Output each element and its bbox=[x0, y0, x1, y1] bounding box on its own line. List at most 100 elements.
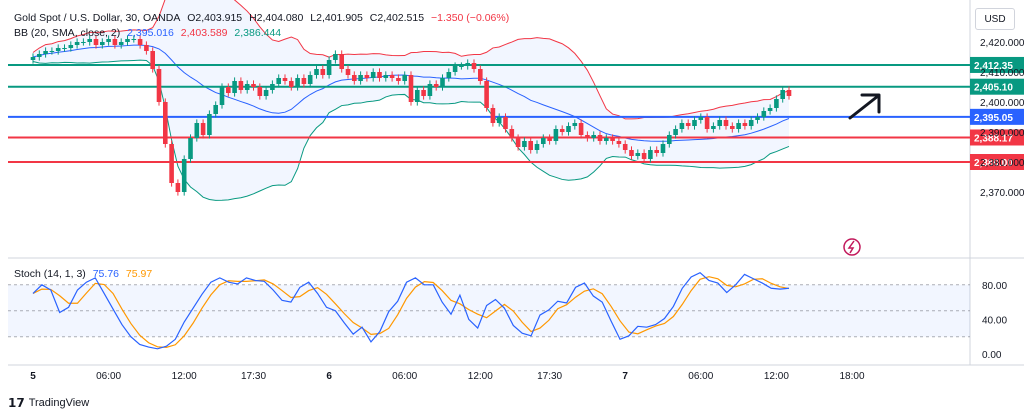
candlestick-series bbox=[30, 35, 792, 196]
candle-body-17 bbox=[137, 39, 143, 45]
stoch-d-value: 75.97 bbox=[125, 268, 153, 280]
currency-button[interactable]: USD bbox=[975, 8, 1015, 30]
candle-body-43 bbox=[301, 78, 307, 84]
ohlc-open: O2,403.915 bbox=[187, 12, 243, 24]
stochastic-oscillator bbox=[8, 271, 970, 350]
candle-body-114 bbox=[748, 120, 754, 126]
time-tick-label-9: 06:00 bbox=[688, 371, 713, 382]
candle-body-55 bbox=[377, 72, 382, 78]
trend-arrow-icon bbox=[848, 93, 881, 120]
stoch-k-line bbox=[32, 271, 790, 350]
level-label-2: 2,395.05 bbox=[974, 113, 1013, 124]
candle-body-53 bbox=[364, 75, 370, 78]
candle-body-38 bbox=[270, 84, 275, 90]
price-tick-label-5: 2,370.000 bbox=[980, 188, 1024, 199]
stoch-label[interactable]: Stoch (14, 1, 3) bbox=[14, 268, 86, 280]
candle-body-47 bbox=[326, 60, 332, 75]
bb-legend: BB (20, SMA, close, 2) 2,395.016 2,403.5… bbox=[14, 27, 285, 39]
candle-body-85 bbox=[566, 126, 571, 132]
candle-body-2 bbox=[43, 51, 48, 54]
candle-body-60 bbox=[408, 75, 414, 102]
candle-body-119 bbox=[780, 90, 785, 99]
candle-body-31 bbox=[226, 87, 231, 93]
lightning-icon[interactable] bbox=[843, 238, 861, 256]
tradingview-logo[interactable]: 𝟭𝟳 TradingView bbox=[8, 396, 89, 410]
candle-body-26 bbox=[194, 123, 200, 138]
candle-body-9 bbox=[87, 39, 92, 42]
candle-body-84 bbox=[559, 129, 565, 132]
candle-body-7 bbox=[74, 42, 80, 45]
candle-body-87 bbox=[578, 123, 584, 135]
candle-body-10 bbox=[93, 39, 99, 45]
horizontal-levels: 2,412.35 2,405.10 2,395.05 2,388.17 2,380.00 bbox=[8, 56, 1024, 170]
candle-body-20 bbox=[156, 69, 162, 102]
candle-body-64 bbox=[433, 84, 439, 87]
candle-body-35 bbox=[251, 84, 256, 87]
bb-lower-value: 2,386.444 bbox=[234, 27, 282, 39]
ohlc-close: C2,402.515 bbox=[369, 12, 425, 24]
candle-body-92 bbox=[610, 138, 615, 141]
candle-body-42 bbox=[295, 78, 300, 87]
candle-body-41 bbox=[289, 81, 294, 87]
stoch-d-line bbox=[32, 276, 790, 348]
price-tick-label-0: 2,420.000 bbox=[980, 38, 1024, 49]
time-tick-label-5: 06:00 bbox=[392, 371, 417, 382]
candle-body-8 bbox=[81, 42, 86, 43]
bb-label[interactable]: BB (20, SMA, close, 2) bbox=[14, 27, 121, 39]
candle-body-12 bbox=[106, 39, 111, 42]
candle-body-115 bbox=[755, 117, 760, 120]
bb-fill bbox=[33, 0, 789, 201]
candle-body-45 bbox=[314, 69, 319, 75]
candle-body-4 bbox=[55, 48, 61, 51]
price-tick-label-1: 2,410.000 bbox=[980, 68, 1024, 79]
candle-body-80 bbox=[534, 144, 540, 150]
level-tag-0 bbox=[970, 56, 1024, 73]
ohlc-high: H2,404.080 bbox=[249, 12, 304, 24]
level-tag-3 bbox=[970, 129, 1024, 146]
level-label-4: 2,380.00 bbox=[974, 158, 1013, 169]
candle-body-109 bbox=[717, 120, 722, 126]
candle-body-32 bbox=[232, 81, 237, 93]
candle-body-103 bbox=[679, 123, 685, 129]
candle-body-116 bbox=[761, 111, 767, 117]
candle-body-54 bbox=[370, 72, 376, 78]
candle-body-36 bbox=[257, 87, 263, 96]
brand-name: TradingView bbox=[28, 397, 90, 409]
candle-body-23 bbox=[175, 183, 181, 192]
candle-body-106 bbox=[698, 117, 704, 120]
candle-body-62 bbox=[421, 90, 426, 96]
price-tick-label-3: 2,390.000 bbox=[980, 128, 1024, 139]
symbol-title[interactable]: Gold Spot / U.S. Dollar, 30, OANDA bbox=[14, 12, 181, 24]
candle-body-113 bbox=[742, 123, 748, 126]
candle-body-48 bbox=[333, 54, 338, 60]
time-tick-label-3: 17:30 bbox=[241, 371, 266, 382]
candle-body-59 bbox=[402, 75, 407, 81]
candle-body-24 bbox=[181, 159, 187, 192]
candle-body-100 bbox=[660, 144, 666, 153]
level-tag-1 bbox=[970, 78, 1024, 95]
candle-body-18 bbox=[144, 45, 149, 51]
candle-body-83 bbox=[553, 129, 559, 141]
candle-body-99 bbox=[654, 150, 659, 153]
candle-body-22 bbox=[169, 144, 174, 183]
candle-body-13 bbox=[112, 39, 118, 45]
candle-body-91 bbox=[604, 138, 609, 141]
candle-body-118 bbox=[774, 99, 779, 108]
time-tick-label-4: 6 bbox=[326, 371, 332, 382]
candle-body-44 bbox=[307, 75, 313, 84]
candle-body-75 bbox=[503, 117, 508, 129]
candle-body-11 bbox=[100, 42, 105, 45]
candle-body-67 bbox=[452, 66, 458, 72]
level-tag-4 bbox=[970, 154, 1024, 170]
candle-body-72 bbox=[484, 81, 489, 108]
candle-body-102 bbox=[673, 129, 678, 135]
candle-body-86 bbox=[572, 123, 578, 126]
candle-body-82 bbox=[547, 138, 552, 141]
level-label-1: 2,405.10 bbox=[974, 83, 1013, 94]
bb-upper-value: 2,403.589 bbox=[180, 27, 228, 39]
candle-body-30 bbox=[219, 87, 225, 105]
candle-body-98 bbox=[648, 150, 653, 159]
stoch-legend: Stoch (14, 1, 3) 75.76 75.97 bbox=[14, 268, 156, 280]
